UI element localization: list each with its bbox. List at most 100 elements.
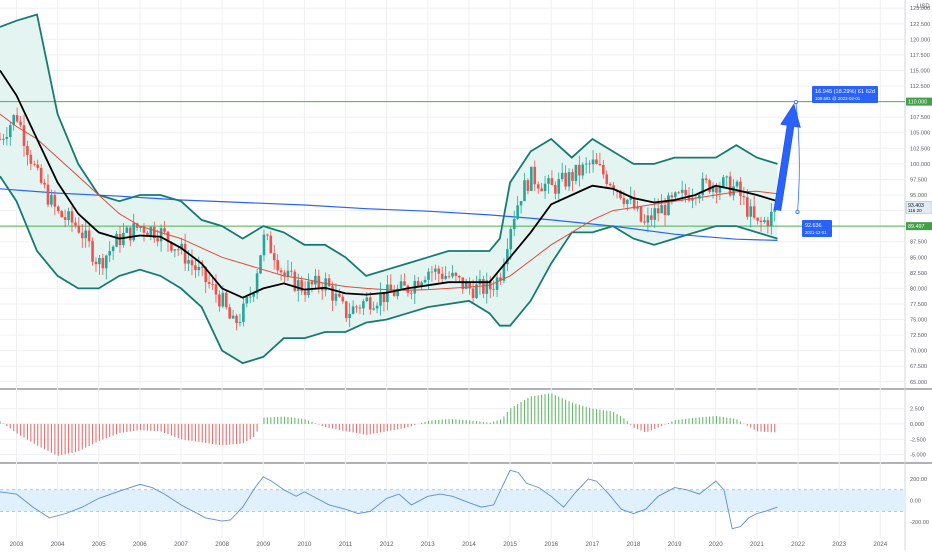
price-tick-label: 85.000 — [910, 255, 927, 261]
x-tick-label: 2024 — [873, 541, 887, 548]
candle-body — [242, 303, 245, 322]
price-tick-label: 122.500 — [910, 22, 930, 28]
candle-body — [60, 211, 64, 218]
candle-body — [248, 296, 252, 298]
level-price-tag — [906, 97, 932, 106]
candle-body — [101, 257, 105, 269]
candle-body — [132, 223, 135, 241]
candle-body — [440, 273, 444, 279]
candle-body — [718, 186, 722, 193]
candle-body — [711, 185, 715, 192]
candle-body — [543, 183, 547, 192]
candle-body — [341, 296, 345, 302]
candle-body — [379, 293, 382, 306]
candle-body — [574, 164, 578, 181]
candle-body — [759, 220, 763, 223]
candle-body — [382, 293, 386, 303]
candle-body — [739, 181, 742, 197]
price-tick-label: 65.000 — [910, 380, 927, 386]
oscillator-tick-label: 200.00 — [910, 477, 927, 483]
candle-body — [752, 206, 756, 218]
candle-body — [50, 194, 53, 205]
candle-body — [547, 178, 550, 184]
candle-body — [194, 265, 197, 271]
projection-handle[interactable] — [793, 100, 798, 105]
candle-body — [63, 217, 67, 220]
candle-body — [108, 251, 111, 256]
candle-body — [344, 301, 348, 318]
candle-body — [502, 264, 506, 281]
candle-body — [334, 293, 338, 301]
projection-anchor-label-box — [802, 220, 832, 237]
candle-body — [663, 205, 667, 216]
candle-body — [221, 292, 225, 307]
candle-body — [375, 305, 379, 309]
x-tick-label: 2004 — [51, 541, 65, 548]
candle-body — [506, 249, 509, 265]
candle-body — [464, 282, 468, 289]
x-tick-label: 2016 — [544, 541, 558, 548]
x-tick-label: 2015 — [503, 541, 517, 548]
candle-body — [266, 234, 269, 236]
level-price-label: 89.497 — [908, 224, 925, 230]
projection-handle[interactable] — [795, 209, 800, 214]
candle-body — [163, 228, 166, 232]
candle-body — [338, 293, 341, 297]
candle-body — [677, 192, 681, 194]
candle-body — [8, 125, 12, 137]
x-tick-label: 2007 — [174, 541, 188, 548]
candle-body — [149, 226, 153, 236]
projection-arrow[interactable] — [773, 103, 801, 211]
candle-body — [300, 280, 303, 292]
candle-body — [204, 267, 207, 283]
momentum-tick-label: -2.500 — [910, 437, 926, 443]
candle-body — [437, 268, 441, 274]
candle-body — [296, 280, 300, 291]
price-tick-label: 77.500 — [910, 302, 927, 308]
x-tick-label: 2009 — [256, 541, 270, 548]
candle-body — [173, 249, 177, 251]
projection-target-label-box — [812, 86, 878, 103]
price-tick-label: 107.500 — [910, 115, 930, 121]
candle-body — [735, 181, 739, 187]
candle-body — [190, 260, 194, 266]
candle-body — [0, 138, 2, 140]
candle-body — [351, 306, 355, 314]
momentum-tick-label: 2.500 — [910, 407, 924, 413]
candle-body — [598, 163, 602, 165]
candle-body — [512, 218, 516, 230]
candle-body — [67, 211, 70, 220]
x-tick-label: 2008 — [215, 541, 229, 548]
x-tick-label: 2006 — [133, 541, 147, 548]
last-price-tag — [905, 201, 932, 214]
candle-body — [358, 307, 362, 309]
price-tick-label: 102.500 — [910, 146, 930, 152]
candle-body — [468, 282, 471, 289]
candle-body — [224, 292, 228, 308]
candle-body — [458, 275, 461, 278]
candle-body — [2, 138, 5, 140]
candle-body — [451, 272, 454, 277]
candle-body — [348, 313, 351, 318]
candle-body — [485, 280, 489, 294]
candle-body — [403, 281, 406, 286]
last-price-sublabel: 116 20 — [908, 208, 922, 213]
x-tick-label: 2014 — [462, 541, 476, 548]
candle-body — [482, 279, 485, 294]
x-tick-label: 2020 — [709, 541, 723, 548]
price-tick-label: 82.500 — [910, 271, 927, 277]
candle-body — [310, 281, 314, 285]
candle-body — [605, 174, 609, 184]
candle-body — [365, 297, 369, 302]
candle-body — [704, 178, 708, 181]
x-tick-label: 2022 — [791, 541, 805, 548]
candle-body — [595, 159, 598, 164]
candle-body — [523, 180, 526, 202]
candle-body — [680, 189, 684, 193]
candle-body — [430, 271, 434, 273]
candle-body — [19, 121, 22, 126]
candle-body — [176, 249, 180, 251]
candle-body — [399, 281, 403, 289]
price-tick-label: 80.000 — [910, 286, 927, 292]
price-tick-label: 87.500 — [910, 240, 927, 246]
